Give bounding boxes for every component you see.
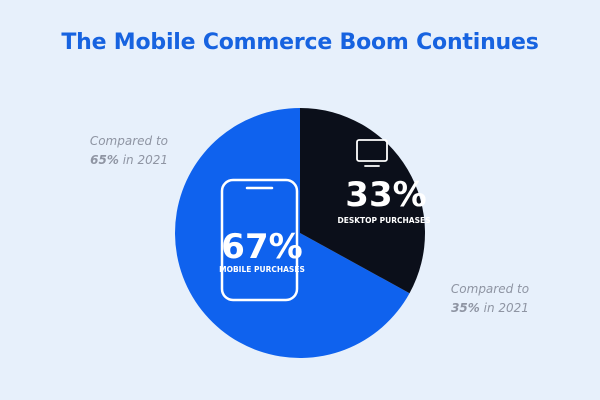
mobile-value-label: 67% <box>221 227 302 267</box>
comparison-detail: 35% in 2021 <box>430 299 550 318</box>
comparison-detail: 65% in 2021 <box>48 151 168 170</box>
smartphone-icon <box>220 178 299 302</box>
desktop-category-label: DESKTOP PURCHASES <box>337 216 430 225</box>
monitor-icon <box>356 139 388 167</box>
comparison-prefix: Compared to <box>89 134 168 148</box>
chart-title: The Mobile Commerce Boom Continues <box>61 30 539 55</box>
mobile-category-label: MOBILE PURCHASES <box>219 265 305 274</box>
pie-slice-mobile-purchases <box>174 108 410 358</box>
comparison-value: 65% <box>90 153 119 167</box>
pie-slice-desktop-purchases <box>300 108 425 294</box>
pie-slices <box>174 108 425 358</box>
comparison-suffix: in 2021 <box>483 301 529 315</box>
comparison-suffix: in 2021 <box>122 153 168 167</box>
comparison-value: 35% <box>451 301 480 315</box>
mobile-comparison-note: Compared to 65% in 2021 <box>48 132 168 170</box>
comparison-prefix: Compared to <box>450 282 530 296</box>
desktop-value-label: 33% <box>345 175 426 215</box>
desktop-comparison-note: Compared to 35% in 2021 <box>430 280 550 318</box>
